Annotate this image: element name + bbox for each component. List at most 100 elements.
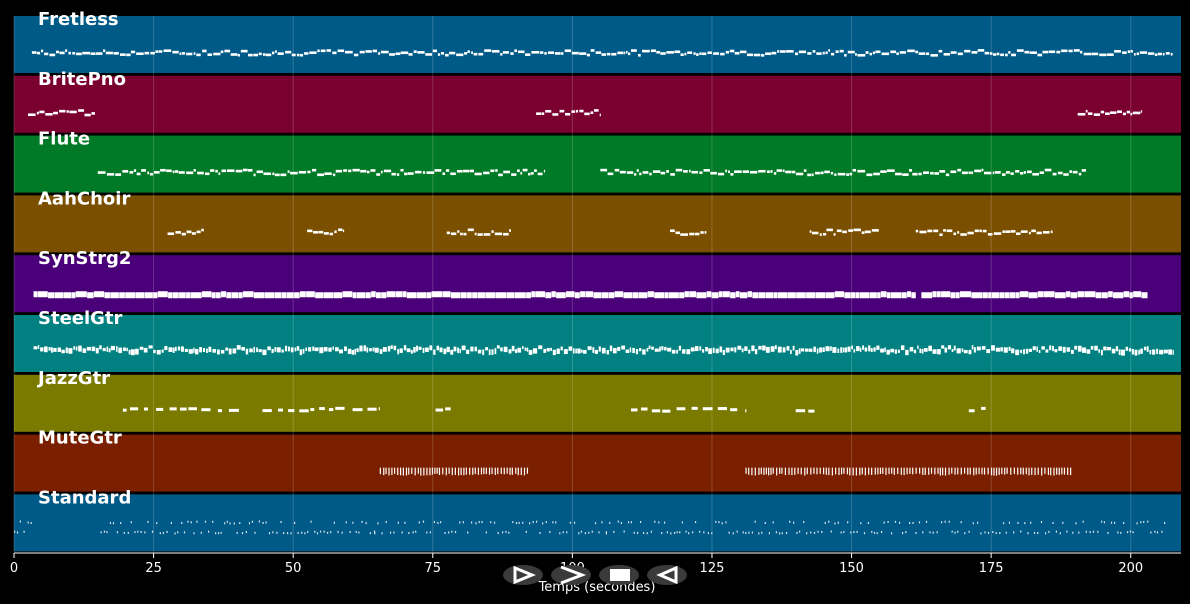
note [65, 49, 68, 52]
note [811, 173, 814, 177]
note [559, 109, 565, 113]
note [1091, 52, 1099, 56]
note [951, 348, 954, 353]
note [298, 170, 307, 174]
note [40, 347, 44, 352]
note [998, 467, 1000, 475]
note [909, 467, 911, 474]
note [217, 532, 220, 535]
note [1000, 347, 1003, 352]
note [515, 522, 518, 525]
note [338, 228, 343, 232]
note [143, 407, 148, 411]
note [253, 173, 256, 177]
play-button[interactable] [503, 565, 543, 585]
note [1062, 521, 1064, 524]
note [1103, 521, 1106, 524]
note [869, 52, 872, 56]
note [880, 348, 884, 353]
note [922, 467, 924, 475]
note [87, 292, 94, 299]
note [745, 467, 747, 474]
note [542, 522, 544, 525]
fast-forward-button[interactable] [551, 565, 591, 585]
note [514, 349, 518, 354]
note [517, 347, 522, 353]
note [477, 349, 482, 354]
note [1159, 349, 1164, 355]
note [157, 291, 168, 298]
note [108, 348, 111, 353]
note [859, 347, 862, 352]
note [580, 291, 586, 298]
rewind-icon [656, 565, 678, 585]
note [275, 50, 277, 53]
note [140, 530, 142, 533]
note [607, 172, 614, 176]
note [135, 292, 145, 299]
note [333, 521, 335, 524]
note [422, 347, 425, 353]
note [713, 52, 720, 55]
note [1002, 522, 1005, 525]
note [186, 52, 193, 56]
note [658, 521, 660, 524]
note [957, 530, 959, 533]
note [318, 230, 324, 234]
note [828, 467, 830, 476]
note [819, 467, 821, 474]
stop-button[interactable] [599, 565, 639, 585]
note [973, 347, 976, 353]
note [794, 52, 799, 56]
rewind-button[interactable] [647, 565, 687, 585]
note [436, 345, 440, 351]
note [1013, 467, 1015, 475]
note [748, 531, 750, 534]
note [844, 347, 848, 353]
note [660, 171, 666, 175]
note [864, 230, 871, 234]
note [416, 345, 418, 352]
note [1077, 291, 1085, 298]
note [1020, 171, 1024, 175]
note [413, 50, 417, 53]
note [564, 49, 571, 53]
note [1099, 53, 1107, 57]
note [326, 49, 332, 52]
note [828, 520, 830, 523]
note [498, 173, 503, 177]
note [825, 292, 835, 299]
note [1070, 349, 1074, 354]
note [1032, 172, 1039, 176]
note [642, 531, 645, 534]
note [249, 348, 253, 353]
note [440, 521, 442, 524]
note [674, 50, 681, 54]
note [950, 292, 956, 299]
note [683, 170, 688, 173]
x-tick-label: 25 [145, 561, 162, 576]
note [66, 110, 69, 113]
note [811, 231, 819, 235]
note [449, 51, 456, 55]
note [310, 408, 315, 412]
note [585, 291, 594, 298]
note [72, 51, 76, 55]
note [822, 51, 825, 55]
note [136, 52, 144, 56]
note [48, 292, 55, 299]
note [851, 292, 856, 299]
note [448, 531, 450, 534]
note [605, 532, 608, 535]
note [546, 348, 550, 352]
note [1001, 467, 1003, 475]
note [164, 346, 168, 351]
note [584, 532, 587, 535]
note [297, 531, 299, 534]
note [78, 109, 84, 112]
note [951, 530, 953, 533]
note [796, 292, 806, 299]
note [503, 346, 508, 353]
note [306, 291, 315, 298]
note [636, 169, 639, 172]
